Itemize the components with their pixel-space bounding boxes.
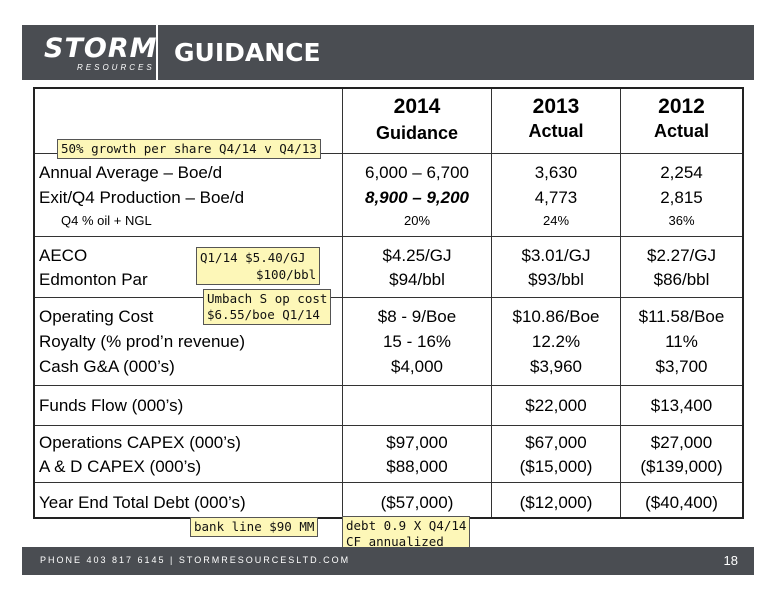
cell-2012: $86/bbl [653,270,710,289]
row-label: Q4 % oil + NGL [61,213,152,228]
cell-2012: $27,000 [650,433,713,452]
grid-line [35,236,742,237]
cell-2014: 8,900 – 9,200 [365,188,469,207]
cell-2013: 3,630 [534,163,578,182]
cell-2012: ($139,000) [640,457,723,476]
note-growth: 50% growth per share Q4/14 v Q4/13 [57,139,321,159]
cell-2014: $4.25/GJ [382,246,452,265]
cell-2014: $8 - 9/Boe [377,307,457,326]
cell-2013: $10.86/Boe [512,307,600,326]
cell-2013: 12.2% [531,332,581,351]
page-number: 18 [723,553,738,568]
note-umbach: Umbach S op cost $6.55/boe Q1/14 [203,289,332,325]
row-label: AECO [39,246,88,265]
header-bar: STORM RESOURCES GUIDANCE [22,25,754,80]
cell-2013: $22,000 [525,396,587,415]
cell-2014: 20% [403,213,431,228]
footer-bar: PHONE 403 817 6145 | STORMRESOURCESLTD.C… [22,547,754,575]
guidance-table: 2014 Guidance 2013 Actual 2012 Actual An… [33,87,744,519]
cell-2012: 36% [668,213,695,228]
cell-2012: ($40,400) [645,493,718,512]
cell-2012: $3,700 [655,357,708,376]
row-label: Royalty (% prod’n revenue) [39,332,245,351]
cell-2012: 2,254 [660,163,703,182]
cell-2014: 15 - 16% [382,332,452,351]
column-header-year: 2013 [532,95,580,118]
column-header-year: 2012 [658,95,705,118]
row-label: Operating Cost [39,307,154,326]
row-label: Operations CAPEX (000’s) [39,433,241,452]
column-header-sub: Actual [528,121,584,141]
note-debt-line1: debt 0.9 X Q4/14 [346,518,467,533]
page-title: GUIDANCE [174,38,321,67]
note-umbach-line1: Umbach S op cost [207,291,328,306]
cell-2013: $3.01/GJ [521,246,591,265]
grid-line [35,153,742,154]
cell-2014: $88,000 [386,457,448,476]
grid-line [491,89,492,517]
cell-2012: 11% [665,332,698,351]
column-header-sub: Actual [653,121,709,141]
note-debt-line2: CF annualized [346,534,444,549]
cell-2013: 4,773 [534,188,578,207]
row-label: Cash G&A (000’s) [39,357,175,376]
note-debt: debt 0.9 X Q4/14 CF annualized [342,516,471,552]
cell-2012: $13,400 [650,396,713,415]
header-divider [156,25,158,80]
cell-2012: $2.27/GJ [647,246,716,265]
grid-line [35,482,742,483]
note-q1-prices: Q1/14 $5.40/GJ $100/bbl [196,247,321,285]
row-label: Edmonton Par [39,270,148,289]
grid-line [620,89,621,517]
grid-line [35,385,742,386]
cell-2013: ($15,000) [519,457,593,476]
cell-2013: $93/bbl [528,270,584,289]
grid-line [342,89,343,517]
cell-2013: 24% [542,213,570,228]
row-label: A & D CAPEX (000’s) [39,457,202,476]
cell-2012: $11.58/Boe [638,307,725,326]
logo-wordmark: STORM [44,33,158,64]
column-header-sub: Guidance [375,123,459,143]
row-label: Funds Flow (000’s) [39,396,184,415]
row-label: Exit/Q4 Production – Boe/d [39,188,245,207]
cell-2012: 2,815 [660,188,703,207]
column-header-year: 2014 [393,95,441,118]
row-label: Annual Average – Boe/d [39,163,223,182]
logo-subtext: RESOURCES [77,63,155,72]
cell-2014: $97,000 [386,433,448,452]
note-umbach-line2: $6.55/boe Q1/14 [207,307,320,322]
footer-contact: PHONE 403 817 6145 | STORMRESOURCESLTD.C… [40,555,351,565]
cell-2014: $4,000 [391,357,443,376]
note-bank-line: bank line $90 MM [190,517,319,537]
cell-2013: $67,000 [525,433,587,452]
note-q1-line2: $100/bbl [256,267,317,282]
row-label: Year End Total Debt (000’s) [39,493,246,512]
grid-line [35,425,742,426]
cell-2014: 6,000 – 6,700 [365,163,469,182]
cell-2014: $94/bbl [389,270,445,289]
grid-line [35,297,742,298]
note-q1-line1: Q1/14 $5.40/GJ [200,250,306,265]
cell-2013: ($12,000) [519,493,593,512]
storm-logo: STORM RESOURCES [22,25,158,80]
cell-2013: $3,960 [530,357,582,376]
cell-2014: ($57,000) [380,493,454,512]
